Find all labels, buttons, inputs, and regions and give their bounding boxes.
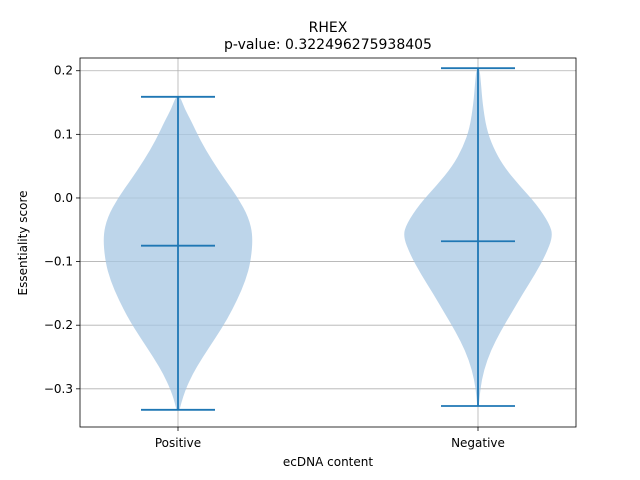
- y-tick-label: −0.3: [44, 382, 73, 396]
- x-axis-ticks: Positive Negative: [155, 427, 505, 450]
- x-axis-label: ecDNA content: [283, 455, 373, 469]
- y-tick-label: 0.0: [54, 191, 73, 205]
- y-tick-label: −0.1: [44, 255, 73, 269]
- y-tick-label: 0.2: [54, 64, 73, 78]
- y-tick-label: 0.1: [54, 127, 73, 141]
- x-tick-label: Positive: [155, 436, 201, 450]
- y-tick-label: −0.2: [44, 318, 73, 332]
- violins: [103, 67, 552, 411]
- chart-subtitle: p-value: 0.322496275938405: [224, 37, 432, 53]
- x-tick-label: Negative: [451, 436, 505, 450]
- y-axis-label: Essentiality score: [16, 191, 30, 296]
- chart-title: RHEX: [309, 20, 348, 36]
- plot-frame: [79, 57, 577, 428]
- y-axis-ticks: −0.3 −0.2 −0.1 0.0 0.1 0.2: [44, 64, 80, 396]
